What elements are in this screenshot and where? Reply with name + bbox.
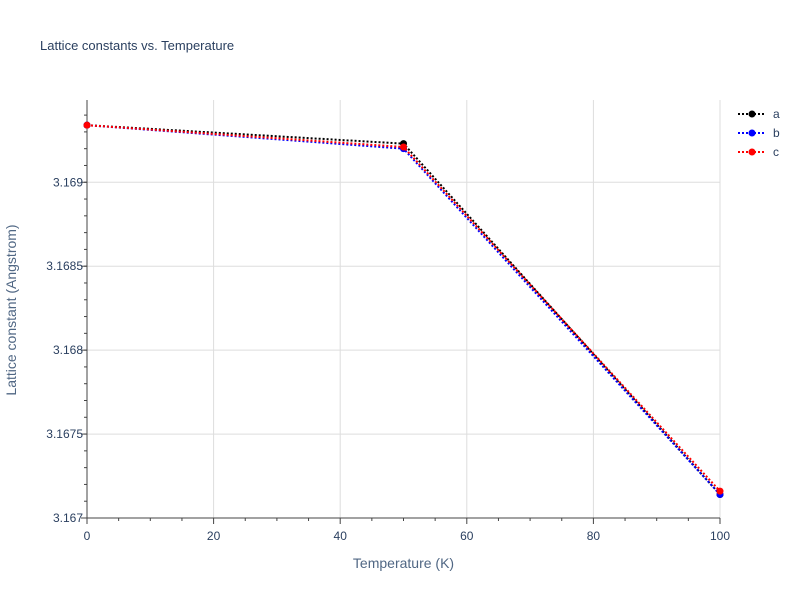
legend-label: c — [773, 145, 779, 159]
legend[interactable]: abc — [738, 107, 780, 159]
y-tick-label: 3.1675 — [46, 427, 83, 441]
x-tick-label: 60 — [460, 529, 474, 543]
y-tick-label: 3.1685 — [46, 259, 83, 273]
x-tick-label: 80 — [587, 529, 601, 543]
y-tick-label: 3.167 — [53, 511, 83, 525]
y-tick-label: 3.169 — [53, 175, 83, 189]
legend-swatch-marker — [748, 148, 756, 156]
data-point-c — [400, 143, 407, 151]
legend-item-b[interactable]: b — [738, 126, 780, 140]
legend-item-c[interactable]: c — [738, 145, 779, 159]
x-tick-label: 100 — [710, 529, 730, 543]
data-point-c — [716, 487, 724, 495]
legend-label: b — [773, 126, 780, 140]
x-tick-label: 40 — [334, 529, 348, 543]
chart-title: Lattice constants vs. Temperature — [40, 38, 234, 53]
tick-labels: 0 20 40 60 80 100 3.167 3.1675 3.168 3.1685 3.169 — [46, 175, 730, 543]
legend-item-a[interactable]: a — [738, 107, 780, 121]
gridlines — [87, 100, 721, 518]
data-point-c — [83, 121, 91, 129]
y-tick-label: 3.168 — [53, 343, 83, 357]
series-layer — [83, 121, 724, 498]
legend-swatch-marker — [748, 129, 756, 137]
series-line-c — [86, 124, 721, 492]
x-axis-title: Temperature (K) — [353, 555, 454, 571]
series-line-a — [86, 124, 721, 496]
y-axis-title: Lattice constant (Angstrom) — [3, 224, 19, 395]
legend-label: a — [773, 107, 780, 121]
x-tick-label: 0 — [84, 529, 91, 543]
x-tick-label: 20 — [207, 529, 221, 543]
legend-swatch-marker — [748, 110, 756, 118]
axes — [81, 100, 721, 524]
series-line-b — [86, 124, 721, 496]
